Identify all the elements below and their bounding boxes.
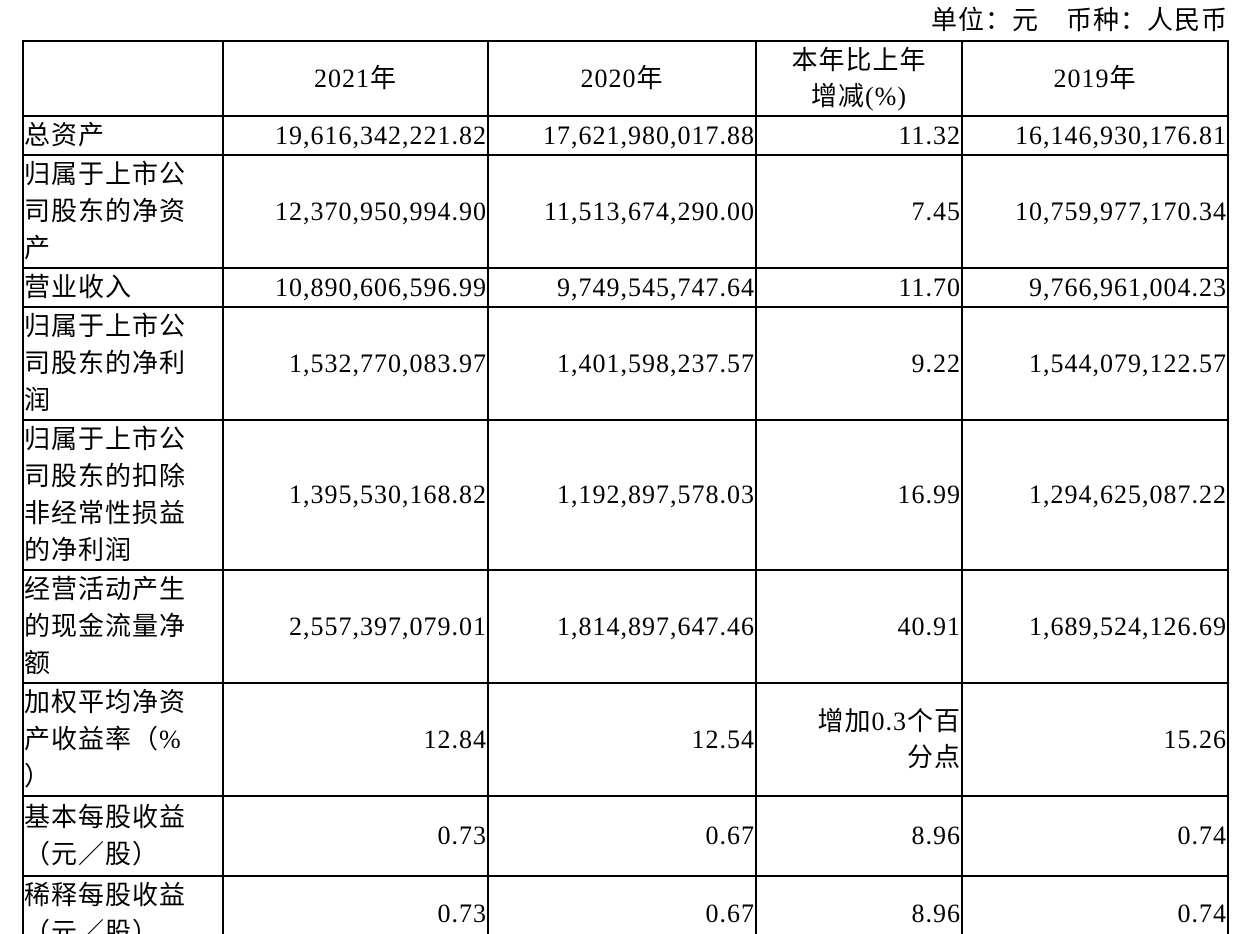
basic-eps-2019: 0.74 bbox=[961, 795, 1229, 877]
net-profit-deducted-2021: 1,395,530,168.82 bbox=[222, 419, 489, 571]
table-row-weighted-avg-roe: 加权平均净资 产收益率（% ） 12.84 12.54 增加0.3个百 分点 1… bbox=[22, 682, 1229, 797]
row-label-operating-revenue: 营业收入 bbox=[22, 267, 224, 308]
table-row-net-profit-deducted-nonrecurring: 归属于上市公 司股东的扣除 非经常性损益 的净利润 1,395,530,168.… bbox=[22, 419, 1229, 571]
table-row-net-profit-attributable: 归属于上市公 司股东的净利 润 1,532,770,083.97 1,401,5… bbox=[22, 306, 1229, 421]
row-label-net-assets-attributable: 归属于上市公 司股东的净资 产 bbox=[22, 154, 224, 269]
net-assets-2019: 10,759,977,170.34 bbox=[961, 154, 1229, 269]
net-profit-deducted-2019: 1,294,625,087.22 bbox=[961, 419, 1229, 571]
operating-revenue-yoy-change: 11.70 bbox=[755, 267, 963, 308]
table-row-basic-eps: 基本每股收益 （元／股） 0.73 0.67 8.96 0.74 bbox=[22, 795, 1229, 877]
operating-revenue-2020: 9,749,545,747.64 bbox=[487, 267, 757, 308]
net-profit-yoy-change: 9.22 bbox=[755, 306, 963, 421]
col-header-2019: 2019年 bbox=[961, 40, 1229, 117]
financial-summary-table: 2021年 2020年 本年比上年 增减(%) 2019年 总资产 19,616… bbox=[22, 40, 1229, 934]
operating-cash-flow-2020: 1,814,897,647.46 bbox=[487, 569, 757, 684]
operating-cash-flow-2021: 2,557,397,079.01 bbox=[222, 569, 489, 684]
net-profit-deducted-2020: 1,192,897,578.03 bbox=[487, 419, 757, 571]
net-profit-2020: 1,401,598,237.57 bbox=[487, 306, 757, 421]
unit-currency-note: 单位：元 币种：人民币 bbox=[930, 6, 1228, 35]
row-label-weighted-avg-roe: 加权平均净资 产收益率（% ） bbox=[22, 682, 224, 797]
weighted-avg-roe-2019: 15.26 bbox=[961, 682, 1229, 797]
col-header-2020: 2020年 bbox=[487, 40, 757, 117]
weighted-avg-roe-2021: 12.84 bbox=[222, 682, 489, 797]
net-assets-2020: 11,513,674,290.00 bbox=[487, 154, 757, 269]
row-label-basic-eps: 基本每股收益 （元／股） bbox=[22, 795, 224, 877]
col-header-yoy-change: 本年比上年 增减(%) bbox=[755, 40, 963, 117]
diluted-eps-yoy-change: 8.96 bbox=[755, 875, 963, 934]
operating-cash-flow-yoy-change: 40.91 bbox=[755, 569, 963, 684]
table-row-diluted-eps: 稀释每股收益 （元／股） 0.73 0.67 8.96 0.74 bbox=[22, 875, 1229, 934]
operating-revenue-2019: 9,766,961,004.23 bbox=[961, 267, 1229, 308]
basic-eps-yoy-change: 8.96 bbox=[755, 795, 963, 877]
basic-eps-2020: 0.67 bbox=[487, 795, 757, 877]
total-assets-2021: 19,616,342,221.82 bbox=[222, 115, 489, 156]
net-profit-2019: 1,544,079,122.57 bbox=[961, 306, 1229, 421]
table-row-operating-cash-flow: 经营活动产生 的现金流量净 额 2,557,397,079.01 1,814,8… bbox=[22, 569, 1229, 684]
diluted-eps-2019: 0.74 bbox=[961, 875, 1229, 934]
weighted-avg-roe-yoy-change: 增加0.3个百 分点 bbox=[755, 682, 963, 797]
net-assets-2021: 12,370,950,994.90 bbox=[222, 154, 489, 269]
row-label-diluted-eps: 稀释每股收益 （元／股） bbox=[22, 875, 224, 934]
total-assets-2020: 17,621,980,017.88 bbox=[487, 115, 757, 156]
net-assets-yoy-change: 7.45 bbox=[755, 154, 963, 269]
row-label-operating-cash-flow: 经营活动产生 的现金流量净 额 bbox=[22, 569, 224, 684]
col-header-indicator bbox=[22, 40, 224, 117]
row-label-net-profit-deducted: 归属于上市公 司股东的扣除 非经常性损益 的净利润 bbox=[22, 419, 224, 571]
net-profit-deducted-yoy-change: 16.99 bbox=[755, 419, 963, 571]
operating-revenue-2021: 10,890,606,596.99 bbox=[222, 267, 489, 308]
operating-cash-flow-2019: 1,689,524,126.69 bbox=[961, 569, 1229, 684]
diluted-eps-2020: 0.67 bbox=[487, 875, 757, 934]
basic-eps-2021: 0.73 bbox=[222, 795, 489, 877]
table-row-net-assets-attributable: 归属于上市公 司股东的净资 产 12,370,950,994.90 11,513… bbox=[22, 154, 1229, 269]
row-label-total-assets: 总资产 bbox=[22, 115, 224, 156]
col-header-2021: 2021年 bbox=[222, 40, 489, 117]
diluted-eps-2021: 0.73 bbox=[222, 875, 489, 934]
header-row: 2021年 2020年 本年比上年 增减(%) 2019年 bbox=[22, 40, 1229, 117]
total-assets-yoy-change: 11.32 bbox=[755, 115, 963, 156]
total-assets-2019: 16,146,930,176.81 bbox=[961, 115, 1229, 156]
weighted-avg-roe-2020: 12.54 bbox=[487, 682, 757, 797]
table-row-total-assets: 总资产 19,616,342,221.82 17,621,980,017.88 … bbox=[22, 115, 1229, 156]
table-row-operating-revenue: 营业收入 10,890,606,596.99 9,749,545,747.64 … bbox=[22, 267, 1229, 308]
net-profit-2021: 1,532,770,083.97 bbox=[222, 306, 489, 421]
row-label-net-profit-attributable: 归属于上市公 司股东的净利 润 bbox=[22, 306, 224, 421]
